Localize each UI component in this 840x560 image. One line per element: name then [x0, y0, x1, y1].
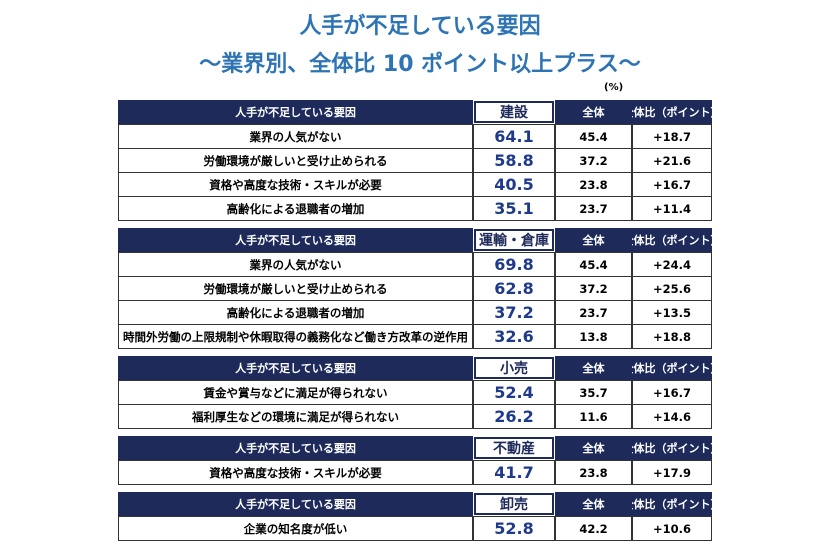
- table-cell: 64.1: [473, 124, 555, 149]
- table-cell: 35.1: [473, 196, 555, 221]
- table-cell: +11.4: [632, 196, 712, 221]
- table-cell: 32.6: [473, 324, 555, 349]
- industry-header: 建設: [474, 101, 554, 123]
- title: 人手が不足している要因: [299, 14, 541, 39]
- header-cell: 全体: [555, 356, 632, 380]
- table-cell: +24.4: [632, 252, 712, 277]
- table-cell: 37.2: [555, 148, 632, 173]
- table-cell: 52.4: [473, 380, 555, 405]
- table-cell: +17.9: [632, 460, 712, 485]
- header-cell: 全体比（ポイント）: [632, 100, 712, 124]
- table-cell: 62.8: [473, 276, 555, 301]
- table-cell: 45.4: [555, 124, 632, 149]
- table-cell: 業界の人気がない: [118, 252, 473, 277]
- table-cell: +13.5: [632, 300, 712, 325]
- table-cell: +10.6: [632, 516, 712, 541]
- table-cell: 13.8: [555, 324, 632, 349]
- subtitle: ～業界別、全体比 10 ポイント以上プラス～: [199, 52, 641, 77]
- header-cell: 全体: [555, 228, 632, 252]
- table-cell: +16.7: [632, 172, 712, 197]
- table-cell: 福利厚生などの環境に満足が得られない: [118, 404, 473, 429]
- header-cell: 全体比（ポイント）: [632, 436, 712, 460]
- table-cell: 企業の知名度が低い: [118, 516, 473, 541]
- table-cell: +16.7: [632, 380, 712, 405]
- table-cell: 労働環境が厳しいと受け止められる: [118, 148, 473, 173]
- table-cell: 時間外労働の上限規制や休暇取得の義務化など働き方改革の逆作用: [118, 324, 473, 349]
- table-cell: 42.2: [555, 516, 632, 541]
- header-cell: 人手が不足している要因: [118, 436, 473, 460]
- table-cell: 26.2: [473, 404, 555, 429]
- table-cell: 賃金や賞与などに満足が得られない: [118, 380, 473, 405]
- industry-header: 卸売: [474, 493, 554, 515]
- table-cell: 23.8: [555, 460, 632, 485]
- header-cell: 人手が不足している要因: [118, 100, 473, 124]
- table-cell: 資格や高度な技術・スキルが必要: [118, 460, 473, 485]
- unit: (%): [604, 82, 624, 93]
- table-cell: 高齢化による退職者の増加: [118, 196, 473, 221]
- header-cell: 人手が不足している要因: [118, 356, 473, 380]
- table-cell: +14.6: [632, 404, 712, 429]
- table-cell: +18.8: [632, 324, 712, 349]
- table-cell: 資格や高度な技術・スキルが必要: [118, 172, 473, 197]
- header-cell: 全体: [555, 100, 632, 124]
- table-cell: 労働環境が厳しいと受け止められる: [118, 276, 473, 301]
- table-cell: 業界の人気がない: [118, 124, 473, 149]
- table-cell: 35.7: [555, 380, 632, 405]
- table-cell: +21.6: [632, 148, 712, 173]
- header-cell: 全体比（ポイント）: [632, 228, 712, 252]
- industry-header: 不動産: [474, 437, 554, 459]
- industry-header: 小売: [474, 357, 554, 379]
- table-cell: 45.4: [555, 252, 632, 277]
- table-cell: 高齢化による退職者の増加: [118, 300, 473, 325]
- table-cell: +25.6: [632, 276, 712, 301]
- header-cell: 人手が不足している要因: [118, 228, 473, 252]
- table-cell: 37.2: [555, 276, 632, 301]
- table-cell: 11.6: [555, 404, 632, 429]
- table-cell: 23.7: [555, 300, 632, 325]
- table-cell: 52.8: [473, 516, 555, 541]
- table-cell: 23.8: [555, 172, 632, 197]
- header-cell: 全体: [555, 492, 632, 516]
- table-cell: 40.5: [473, 172, 555, 197]
- table-cell: 69.8: [473, 252, 555, 277]
- table-cell: +18.7: [632, 124, 712, 149]
- table-cell: 23.7: [555, 196, 632, 221]
- table-cell: 58.8: [473, 148, 555, 173]
- header-cell: 全体比（ポイント）: [632, 492, 712, 516]
- table-cell: 37.2: [473, 300, 555, 325]
- industry-header: 運輸・倉庫: [474, 229, 554, 251]
- header-cell: 人手が不足している要因: [118, 492, 473, 516]
- table-cell: 41.7: [473, 460, 555, 485]
- header-cell: 全体比（ポイント）: [632, 356, 712, 380]
- header-cell: 全体: [555, 436, 632, 460]
